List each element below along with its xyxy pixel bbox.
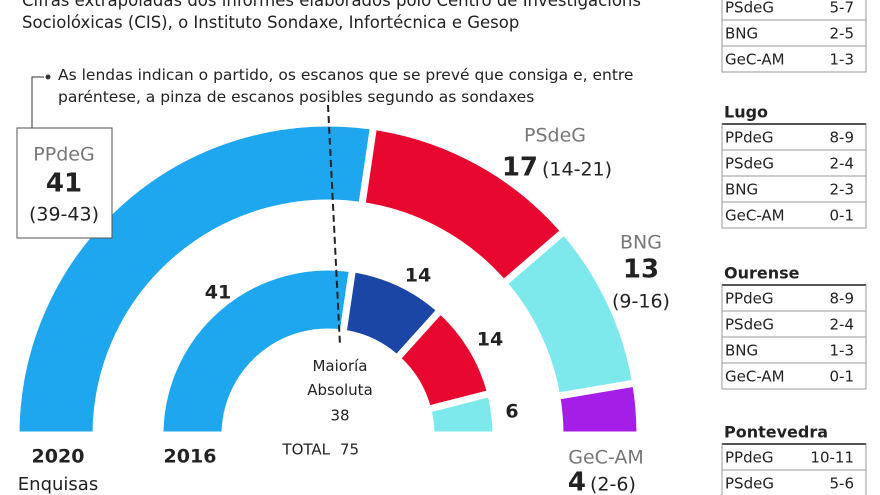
- ring-sublabel: Enquisas: [18, 474, 98, 495]
- leader-dot: [45, 74, 51, 80]
- row-range: 0-1: [830, 368, 855, 386]
- row-party: PSdeG: [725, 0, 774, 17]
- row-party: PPdeG: [725, 449, 773, 467]
- label-box: [16, 127, 113, 239]
- majority-word: Maioría: [312, 357, 367, 375]
- seat-value: 41: [46, 169, 82, 199]
- majority-label: Maioría Absoluta: [307, 357, 373, 399]
- majority-line: [327, 104, 341, 346]
- segment: [423, 388, 500, 439]
- row-range: 10-11: [810, 449, 854, 467]
- ring-label: 2016: [164, 446, 217, 468]
- seat-value: 41: [205, 282, 231, 304]
- leader: [31, 76, 44, 128]
- majority-word: Absoluta: [307, 381, 373, 399]
- seat-value: 13: [623, 255, 659, 285]
- row-party: PPdeG: [725, 129, 773, 147]
- row-party: BNG: [725, 25, 758, 43]
- row-party: PPdeG: [725, 290, 773, 308]
- row-range: 2-5: [830, 25, 855, 43]
- source: Cifras extrapoladas dos informes elabora…: [22, 0, 641, 32]
- row-party: BNG: [725, 342, 758, 360]
- table-row: [721, 45, 867, 73]
- row-range: 2-4: [830, 316, 855, 334]
- seat-value: 14: [477, 329, 503, 351]
- note: As lendas indican o partido, os escanos …: [58, 66, 634, 106]
- seat-range: (2-6): [590, 474, 636, 495]
- table-title: Lugo: [724, 103, 768, 122]
- row-range: 0-1: [830, 207, 855, 225]
- segment: [156, 263, 357, 439]
- seat-value: 14: [405, 265, 431, 287]
- table-title: Ourense: [724, 264, 800, 283]
- row-party: PSdeG: [725, 316, 774, 334]
- party-name: PSdeG: [524, 125, 586, 147]
- row-range: 2-4: [830, 155, 855, 173]
- majority-value: 38: [330, 407, 349, 425]
- table-row: [721, 362, 867, 390]
- row-range: 1-3: [830, 51, 855, 69]
- seat-value: 4: [568, 468, 586, 495]
- seat-range: (9-16): [612, 291, 670, 313]
- row-party: GeC-AM: [725, 51, 785, 69]
- table-row: [721, 201, 867, 229]
- party-name: PPdeG: [33, 144, 94, 166]
- segment: [552, 378, 644, 439]
- party-name: GeC-AM: [568, 447, 644, 469]
- seat-range: (39-43): [29, 204, 99, 226]
- seat-range: (14-21): [542, 159, 612, 181]
- ring-label: 2020: [32, 446, 85, 468]
- row-range: 8-9: [830, 129, 855, 147]
- total-value: 75: [340, 441, 359, 459]
- seat-value: 17: [502, 153, 538, 183]
- row-party: GeC-AM: [725, 207, 785, 225]
- row-range: 1-3: [830, 342, 855, 360]
- table-row: [721, 469, 867, 495]
- row-range: 8-9: [830, 290, 855, 308]
- row-party: PSdeG: [725, 475, 774, 493]
- row-party: GeC-AM: [725, 368, 785, 386]
- row-party: PSdeG: [725, 155, 774, 173]
- row-party: BNG: [725, 181, 758, 199]
- row-range: 5-7: [830, 0, 855, 17]
- row-range: 2-3: [830, 181, 855, 199]
- row-range: 5-6: [830, 475, 855, 493]
- total-label: TOTAL: [281, 441, 330, 459]
- party-name: BNG: [620, 232, 662, 254]
- segment: [12, 119, 378, 439]
- seat-value: 6: [505, 401, 518, 423]
- table-title: Pontevedra: [724, 423, 828, 442]
